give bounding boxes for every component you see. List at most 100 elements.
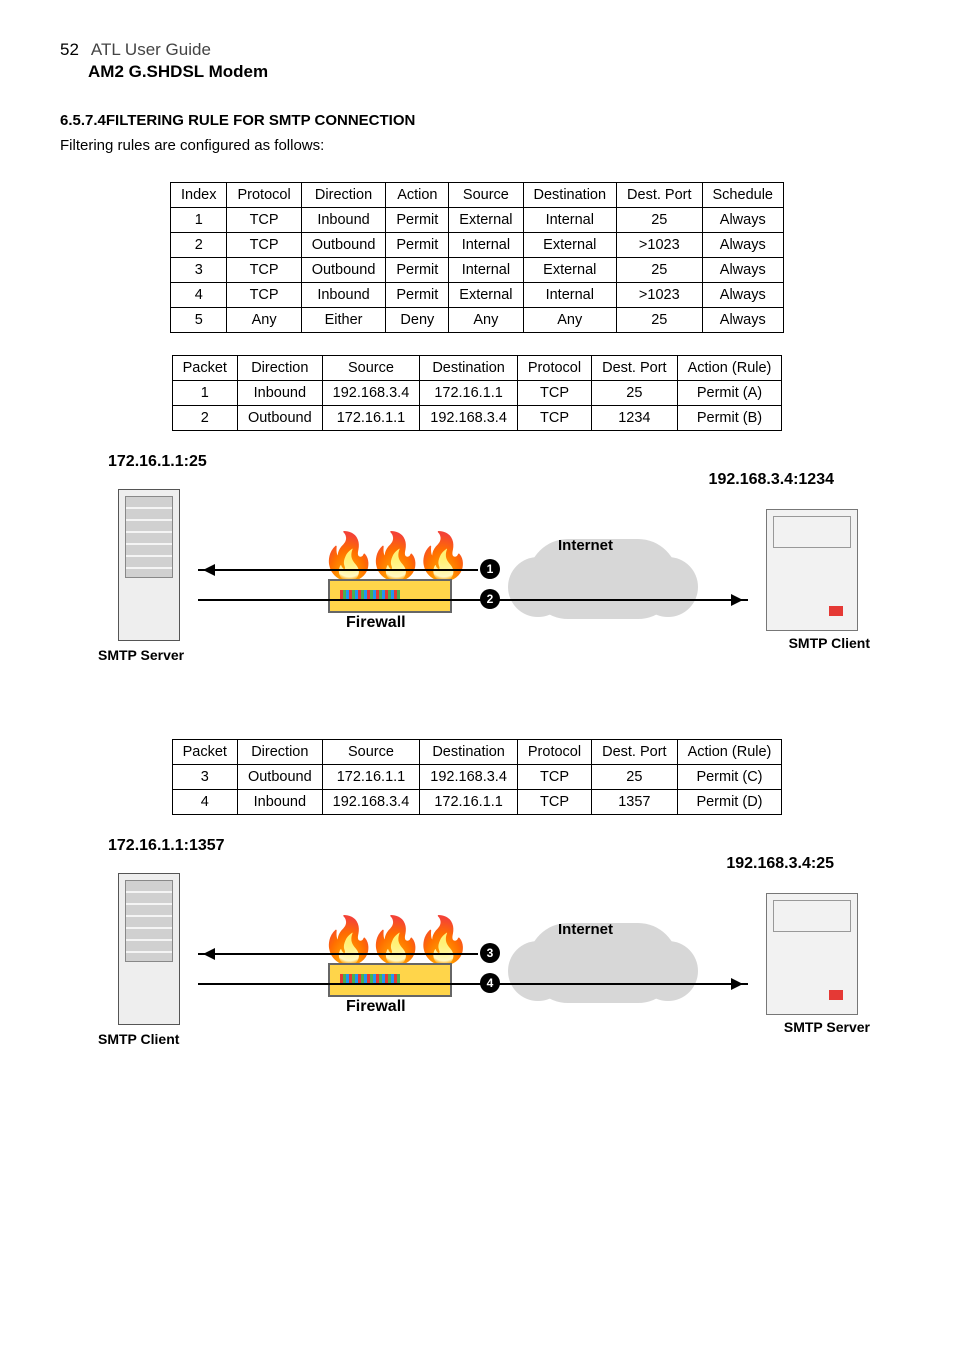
flow-marker: 2 — [480, 589, 500, 609]
col-header: Source — [322, 740, 420, 765]
diagram1-left-ip: 172.16.1.1:25 — [108, 453, 894, 471]
rules-table: Index Protocol Direction Action Source D… — [170, 182, 784, 333]
flow-marker: 3 — [480, 943, 500, 963]
table-row: 4Inbound192.168.3.4172.16.1.1TCP1357Perm… — [172, 790, 782, 815]
packet-table-2: Packet Direction Source Destination Prot… — [172, 739, 783, 815]
guide-title: ATL User Guide — [91, 40, 211, 60]
page-header: 52 ATL User Guide — [60, 40, 894, 60]
client-box-icon — [766, 893, 858, 1015]
table-row: 3Outbound172.16.1.1192.168.3.4TCP25Permi… — [172, 765, 782, 790]
cell: 3 — [172, 765, 237, 790]
packet-table-1: Packet Direction Source Destination Prot… — [172, 355, 783, 431]
cell: Outbound — [237, 765, 322, 790]
cell: 25 — [617, 258, 702, 283]
cell: External — [449, 208, 523, 233]
cell: Any — [449, 308, 523, 333]
firewall-icon — [328, 579, 452, 613]
cell: 192.168.3.4 — [322, 381, 420, 406]
col-header: Packet — [172, 740, 237, 765]
col-header: Direction — [237, 356, 322, 381]
cell: Outbound — [301, 258, 386, 283]
arrow-left-icon — [198, 569, 478, 571]
table-header-row: Packet Direction Source Destination Prot… — [172, 740, 782, 765]
cloud-label: Internet — [558, 537, 613, 554]
cell: >1023 — [617, 283, 702, 308]
diagram2-left-ip: 172.16.1.1:1357 — [108, 837, 894, 855]
col-header: Dest. Port — [592, 356, 677, 381]
diagram2-right-label: SMTP Server — [784, 1019, 870, 1035]
table-header-row: Index Protocol Direction Action Source D… — [171, 183, 784, 208]
arrow-right-icon — [198, 983, 748, 985]
cell: External — [523, 258, 617, 283]
col-header: Index — [171, 183, 227, 208]
cell: Internal — [523, 283, 617, 308]
col-header: Direction — [301, 183, 386, 208]
cell: Outbound — [237, 406, 322, 431]
cell: Outbound — [301, 233, 386, 258]
cell: TCP — [517, 790, 591, 815]
cell: Any — [523, 308, 617, 333]
fire-icon: 🔥🔥🔥 — [320, 529, 462, 584]
cell: Permit — [386, 258, 449, 283]
cell: >1023 — [617, 233, 702, 258]
col-header: Action (Rule) — [677, 356, 782, 381]
cell: TCP — [517, 765, 591, 790]
cell: 1357 — [592, 790, 677, 815]
cell: Permit (A) — [677, 381, 782, 406]
cell: 2 — [171, 233, 227, 258]
model-title: AM2 G.SHDSL Modem — [88, 62, 894, 82]
intro-text: Filtering rules are configured as follow… — [60, 137, 894, 154]
cell: 192.168.3.4 — [420, 765, 518, 790]
cell: Permit (C) — [677, 765, 782, 790]
cell: Inbound — [301, 283, 386, 308]
diagram-1: SMTP Server 🔥🔥🔥 Firewall Internet SMTP C… — [108, 479, 868, 679]
cell: Internal — [449, 258, 523, 283]
col-header: Protocol — [227, 183, 301, 208]
cell: Always — [702, 233, 783, 258]
cell: TCP — [227, 258, 301, 283]
cell: Always — [702, 208, 783, 233]
table-row: 2TCPOutboundPermitInternalExternal>1023A… — [171, 233, 784, 258]
cell: Always — [702, 283, 783, 308]
arrow-right-icon — [198, 599, 748, 601]
col-header: Source — [322, 356, 420, 381]
cell: TCP — [227, 283, 301, 308]
cell: 1234 — [592, 406, 677, 431]
cell: Permit — [386, 233, 449, 258]
firewall-label: Firewall — [346, 998, 406, 1016]
cell: Always — [702, 308, 783, 333]
diagram1-right-label: SMTP Client — [789, 635, 870, 651]
cell: 192.168.3.4 — [420, 406, 518, 431]
col-header: Action (Rule) — [677, 740, 782, 765]
table-row: 5AnyEitherDenyAnyAny25Always — [171, 308, 784, 333]
cell: Permit — [386, 208, 449, 233]
cell: 3 — [171, 258, 227, 283]
cell: TCP — [517, 406, 591, 431]
col-header: Source — [449, 183, 523, 208]
col-header: Packet — [172, 356, 237, 381]
cloud-label: Internet — [558, 921, 613, 938]
cell: 4 — [171, 283, 227, 308]
flow-marker: 4 — [480, 973, 500, 993]
col-header: Destination — [523, 183, 617, 208]
cell: Inbound — [237, 790, 322, 815]
cell: TCP — [227, 233, 301, 258]
cell: 25 — [617, 208, 702, 233]
cell: Inbound — [301, 208, 386, 233]
col-header: Action — [386, 183, 449, 208]
cell: Inbound — [237, 381, 322, 406]
client-box-icon — [766, 509, 858, 631]
col-header: Destination — [420, 740, 518, 765]
table-row: 1TCPInboundPermitExternalInternal25Alway… — [171, 208, 784, 233]
cell: Internal — [449, 233, 523, 258]
cell: 1 — [171, 208, 227, 233]
firewall-icon — [328, 963, 452, 997]
cell: External — [449, 283, 523, 308]
cell: 5 — [171, 308, 227, 333]
table-row: 3TCPOutboundPermitInternalExternal25Alwa… — [171, 258, 784, 283]
cell: Permit (D) — [677, 790, 782, 815]
diagram2-left-label: SMTP Client — [98, 1031, 179, 1047]
server-tower-icon — [118, 873, 180, 1025]
cell: 172.16.1.1 — [322, 765, 420, 790]
cell: 172.16.1.1 — [420, 790, 518, 815]
